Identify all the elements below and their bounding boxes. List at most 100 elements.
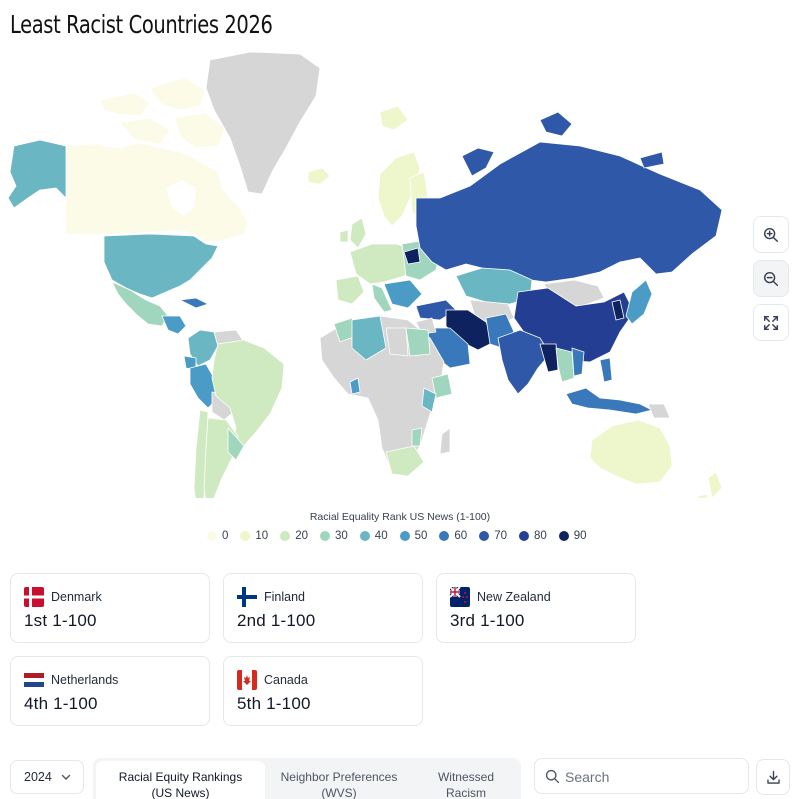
region-south-africa — [385, 445, 425, 477]
legend-label: 20 — [295, 530, 308, 542]
ranking-card-4[interactable]: Netherlands 4th 1-100 — [10, 656, 210, 726]
new-zealand-flag — [450, 587, 470, 607]
legend-label: 80 — [533, 530, 547, 542]
ranking-value: 5th 1-100 — [237, 694, 311, 713]
ranking-country-name: Denmark — [51, 590, 102, 604]
ranking-country-name: Finland — [264, 590, 305, 604]
download-button[interactable] — [756, 759, 790, 795]
ranking-card-3[interactable]: New Zealand 3rd 1-100 — [436, 573, 636, 643]
region-ghana — [349, 377, 361, 395]
legend-title: Racial Equality Rank US News (1-100) — [309, 511, 491, 523]
legend-swatch — [399, 531, 410, 541]
region-scandinavia — [377, 151, 421, 227]
region-belarus — [403, 247, 421, 265]
region-egypt[interactable] — [405, 327, 431, 357]
legend-swatch — [439, 531, 450, 541]
tab-witnessed-racism[interactable]: Witnessed Racism — [437, 770, 495, 799]
legend-swatch — [479, 531, 490, 541]
legend-swatch — [207, 531, 217, 541]
region-papua — [647, 403, 671, 419]
ranking-card-1[interactable]: Denmark 1st 1-100 — [10, 573, 210, 643]
map-legend: 0 10 20 30 40 50 60 70 80 90 — [207, 530, 593, 542]
region-italy — [371, 283, 393, 313]
region-algeria[interactable] — [351, 315, 387, 361]
region-canada[interactable] — [65, 142, 249, 243]
dataset-tabs: Racial Equity Rankings (US News) Neighbo… — [93, 758, 521, 799]
ranking-country-name: New Zealand — [477, 590, 551, 604]
region-thailand — [555, 347, 575, 383]
fullscreen-button[interactable] — [753, 304, 789, 341]
region-libya — [385, 327, 409, 357]
tab-racial-equity-rankings[interactable]: Racial Equity Rankings (US News) — [96, 761, 265, 799]
region-iberia — [335, 275, 365, 305]
legend-label: 10 — [255, 530, 269, 542]
region-united-states[interactable] — [103, 233, 219, 299]
ranking-value: 3rd 1-100 — [450, 611, 525, 630]
legend-label: 0 — [222, 530, 229, 542]
legend-label: 40 — [374, 530, 388, 542]
region-greenland[interactable] — [205, 51, 321, 195]
region-russia-islands — [639, 151, 665, 169]
search-icon — [545, 769, 560, 784]
region-new-zealand — [707, 471, 723, 498]
legend-swatch — [240, 531, 251, 541]
zoom-out-icon — [763, 271, 779, 286]
legend-item: 30 — [320, 530, 348, 542]
region-mozambique — [411, 427, 423, 447]
fullscreen-icon — [763, 315, 779, 330]
legend-item: 20 — [280, 530, 308, 542]
region-balkans — [383, 279, 423, 309]
legend-item: 50 — [399, 530, 428, 542]
region-caribbean — [179, 297, 209, 309]
tab-neighbor-preferences[interactable]: Neighbor Preferences (WVS) — [280, 770, 398, 799]
region-ethiopia — [431, 373, 453, 399]
legend-item: 60 — [439, 530, 467, 542]
region-mexico[interactable] — [111, 281, 169, 327]
netherlands-flag — [24, 670, 44, 690]
region-canada-arctic — [149, 77, 206, 111]
ranking-country-name: Netherlands — [51, 673, 119, 687]
search-input[interactable] — [565, 766, 740, 788]
legend-swatch — [280, 531, 291, 541]
region-indonesia[interactable] — [565, 387, 653, 415]
legend-item: 70 — [479, 530, 507, 542]
legend-label: 50 — [414, 530, 428, 542]
region-argentina[interactable] — [203, 417, 239, 498]
denmark-flag — [24, 587, 44, 607]
year-select-value: 2024 — [24, 770, 52, 784]
region-india[interactable] — [497, 329, 551, 395]
legend-item: 90 — [558, 530, 587, 542]
zoom-in-button[interactable] — [753, 216, 789, 253]
region-canada-arctic — [119, 117, 171, 145]
ranking-card-2[interactable]: Finland 2nd 1-100 — [223, 573, 423, 643]
legend-swatch — [558, 531, 569, 541]
zoom-out-button[interactable] — [753, 260, 789, 297]
finland-flag — [237, 587, 257, 607]
zoom-in-icon — [763, 227, 779, 242]
legend-label: 30 — [335, 530, 348, 542]
region-vietnam — [571, 347, 585, 377]
world-map[interactable] — [0, 48, 750, 498]
legend-label: 60 — [454, 530, 468, 542]
region-russia-islands — [539, 111, 573, 137]
chevron-down-icon — [61, 774, 71, 780]
region-alaska[interactable] — [7, 139, 67, 209]
year-select[interactable]: 2024 — [10, 760, 84, 794]
region-myanmar — [539, 343, 559, 373]
ranking-card-5[interactable]: Canada 5th 1-100 — [223, 656, 423, 726]
region-philippines — [599, 357, 613, 383]
region-uk — [349, 217, 367, 249]
legend-label: 70 — [494, 530, 507, 542]
search-box[interactable] — [534, 758, 749, 794]
region-australia[interactable] — [589, 419, 673, 485]
download-icon — [766, 770, 780, 784]
region-russia[interactable] — [415, 141, 723, 283]
region-japan[interactable] — [625, 279, 653, 325]
region-colombia[interactable] — [187, 329, 219, 367]
canada-flag — [237, 670, 257, 690]
region-paraguay-uruguay — [227, 427, 245, 461]
page-title: Least Racist Countries 2026 — [10, 10, 273, 39]
legend-item: 10 — [240, 530, 268, 542]
region-korea — [611, 299, 625, 321]
legend-item: 80 — [518, 530, 547, 542]
